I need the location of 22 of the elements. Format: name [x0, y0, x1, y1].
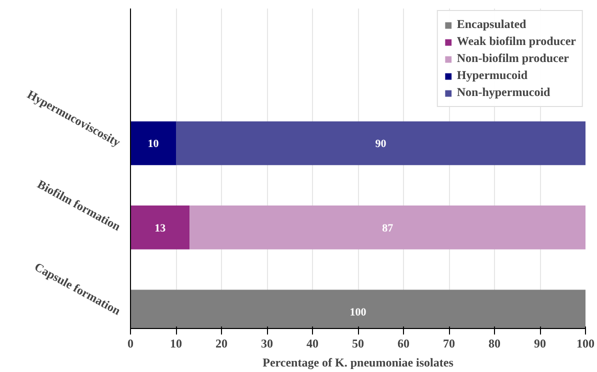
x-tick-label: 100: [576, 336, 594, 350]
x-tick-label: 20: [216, 336, 228, 350]
data-label: 90: [375, 138, 387, 150]
x-tick-label: 50: [352, 336, 364, 350]
x-axis-title: Percentage of K. pneumoniae isolates: [262, 356, 454, 370]
data-label: 10: [148, 138, 160, 150]
x-tick-label: 30: [261, 336, 273, 350]
legend-label: Non-biofilm producer: [456, 51, 569, 66]
x-tick-label: 80: [488, 336, 500, 350]
data-label: 87: [382, 222, 394, 234]
legend-label: Weak biofilm producer: [456, 34, 576, 49]
x-tick-label: 60: [398, 336, 410, 350]
x-tick-label: 40: [306, 336, 318, 350]
x-tick-label: 90: [534, 336, 546, 350]
legend-label: Non-hypermucoid: [456, 85, 550, 100]
legend-label: Encapsulated: [456, 17, 526, 32]
legend-label: Hypermucoid: [456, 68, 528, 83]
x-tick-label: 70: [443, 336, 455, 350]
x-tick-label: 10: [170, 336, 182, 350]
data-label: 13: [154, 222, 166, 234]
x-tick-label: 0: [128, 336, 134, 350]
data-label: 100: [350, 306, 367, 319]
